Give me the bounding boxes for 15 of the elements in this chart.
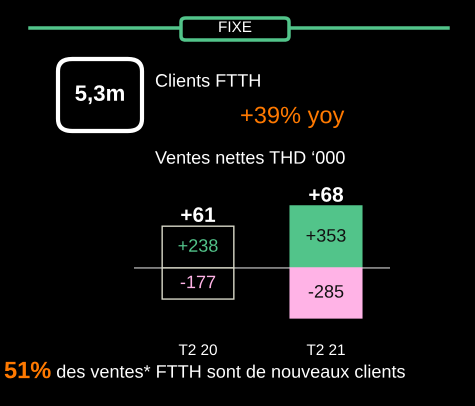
total-label: +68 xyxy=(309,187,344,202)
text: +39% yoy xyxy=(241,106,344,128)
total-label: +61 xyxy=(181,207,216,222)
data-label: -177 xyxy=(180,276,216,288)
data-label: +238 xyxy=(178,239,218,252)
x-tick-label: T2 21 xyxy=(306,344,345,355)
text: 51% xyxy=(4,362,51,378)
x-tick-label: T2 20 xyxy=(178,344,217,356)
text: FIXE xyxy=(219,21,252,32)
data-label: +353 xyxy=(306,229,346,242)
text: Clients FTTH xyxy=(156,74,260,87)
data-label: -285 xyxy=(308,285,344,298)
chart-title: Ventes nettes THD ‘000 xyxy=(155,151,345,164)
text: des ventes* FTTH sont de nouveaux clients xyxy=(57,364,405,378)
text: 5,3m xyxy=(75,85,124,104)
